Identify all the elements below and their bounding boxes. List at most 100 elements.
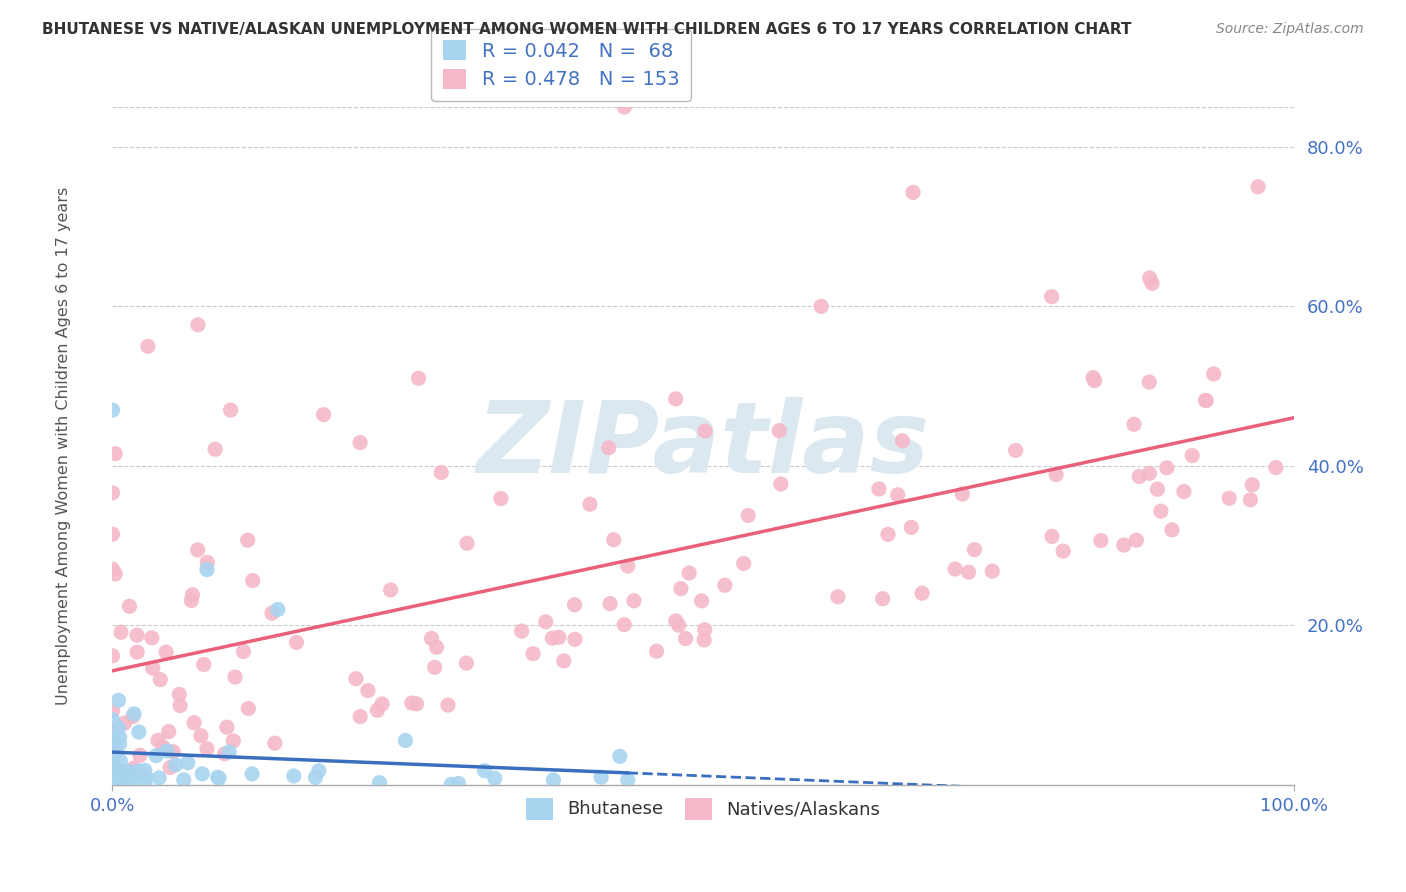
Point [146,733,169,747]
Point [1083,374,1105,388]
Point [901,186,924,200]
Point [981,564,1004,578]
Point [183,715,205,730]
Point [101,732,124,747]
Point [169,688,191,702]
Point [101,750,124,764]
Point [136,339,159,353]
Point [1173,484,1195,499]
Point [522,647,544,661]
Point [149,673,172,687]
Point [187,318,209,332]
Point [267,602,290,616]
Point [474,764,496,778]
Point [714,578,737,592]
Point [693,623,716,637]
Point [101,773,124,788]
Point [668,618,690,632]
Point [101,403,124,417]
Point [368,775,391,789]
Point [118,772,141,787]
Point [114,764,136,779]
Point [101,713,124,727]
Point [107,721,129,735]
Point [678,566,700,580]
Point [943,562,966,576]
Point [1156,460,1178,475]
Point [112,770,135,784]
Point [420,632,443,646]
Point [911,586,934,600]
Legend: Bhutanese, Natives/Alaskans: Bhutanese, Natives/Alaskans [519,790,887,827]
Point [101,777,124,791]
Point [110,625,132,640]
Point [401,696,423,710]
Point [121,772,143,787]
Point [891,434,914,448]
Point [900,520,922,534]
Point [1052,544,1074,558]
Point [598,441,620,455]
Point [101,763,124,777]
Point [1139,467,1161,481]
Point [645,644,668,658]
Point [195,741,218,756]
Point [108,731,131,745]
Point [675,632,697,646]
Point [308,764,330,778]
Point [101,759,124,773]
Point [215,720,238,734]
Point [110,754,132,768]
Point [240,767,263,781]
Point [142,661,165,675]
Point [103,777,125,791]
Point [152,740,174,755]
Point [553,654,575,668]
Point [135,770,157,784]
Point [190,729,212,743]
Point [101,731,124,745]
Point [122,706,145,721]
Point [693,424,716,438]
Point [380,582,402,597]
Point [236,533,259,548]
Point [208,771,231,785]
Point [101,767,124,781]
Point [426,640,449,655]
Point [242,574,264,588]
Point [408,371,430,385]
Point [669,582,692,596]
Point [260,606,283,620]
Point [1123,417,1146,432]
Point [117,764,139,779]
Point [195,563,218,577]
Point [579,497,602,511]
Point [690,594,713,608]
Point [489,491,512,506]
Point [108,737,131,751]
Point [101,772,124,786]
Point [204,442,226,457]
Point [187,542,209,557]
Point [104,566,127,581]
Point [1045,467,1067,482]
Point [769,477,792,491]
Point [599,597,621,611]
Point [440,777,463,791]
Point [224,670,246,684]
Point [101,772,124,787]
Point [118,599,141,614]
Point [1241,478,1264,492]
Point [218,745,240,759]
Point [371,697,394,711]
Point [177,756,200,770]
Point [127,645,149,659]
Point [591,770,613,784]
Point [114,774,136,789]
Point [1195,393,1218,408]
Point [107,693,129,707]
Point [101,728,124,742]
Point [101,777,124,791]
Text: BHUTANESE VS NATIVE/ALASKAN UNEMPLOYMENT AMONG WOMEN WITH CHILDREN AGES 6 TO 17 : BHUTANESE VS NATIVE/ALASKAN UNEMPLOYMENT… [42,22,1132,37]
Point [868,482,890,496]
